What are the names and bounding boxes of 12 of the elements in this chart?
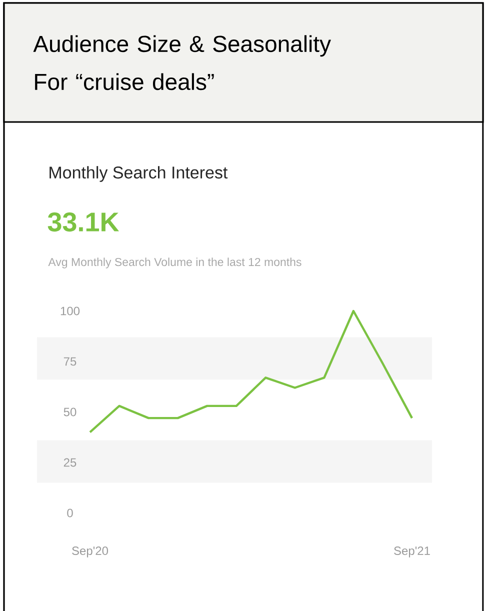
y-tick-label: 0 (67, 508, 73, 518)
chart-title: Audience Size & Seasonality For “cruise deals” (33, 35, 331, 90)
chart-subtitle: Monthly Search Interest (50, 166, 228, 182)
line-series (88, 310, 414, 434)
x-tick-label: Sep'21 (394, 546, 430, 558)
text: Avg Monthly Search Volume in the last 12 months (48, 258, 302, 268)
y-tick-label: 75 (64, 357, 76, 366)
y-tick-label: 25 (64, 458, 76, 467)
y-tick-label: 100 (60, 306, 80, 316)
x-tick-label: Sep'20 (72, 546, 108, 558)
text: 33.1K (48, 212, 119, 232)
y-tick-label: 50 (64, 408, 76, 416)
